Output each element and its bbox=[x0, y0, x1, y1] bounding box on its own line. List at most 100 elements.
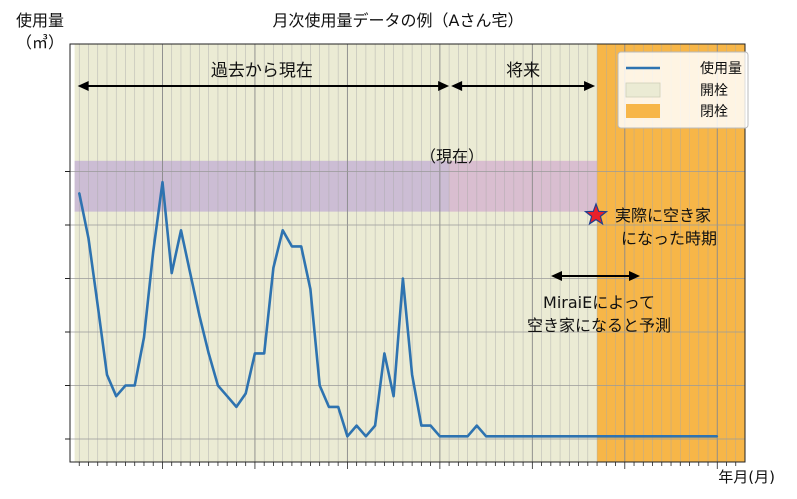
y-axis-label-line: （㎥） bbox=[16, 33, 64, 52]
data-point bbox=[475, 424, 478, 427]
arrow-future-head-right bbox=[584, 81, 596, 91]
data-point bbox=[217, 384, 219, 387]
plot-frame bbox=[69, 43, 746, 463]
y-axis-label: 使用量 （㎥） bbox=[16, 11, 64, 52]
legend-label-open: 開栓 bbox=[700, 83, 728, 99]
data-point bbox=[235, 406, 238, 408]
data-point bbox=[152, 250, 155, 253]
data-point bbox=[586, 435, 589, 438]
arrow-prediction-head-left bbox=[551, 271, 562, 281]
legend-label-usage: 使用量 bbox=[700, 60, 742, 77]
data-point bbox=[355, 424, 358, 427]
x-axis-label: 年月(月) bbox=[718, 468, 775, 486]
annotation-prediction-line1: MiraiEによって bbox=[543, 293, 655, 312]
data-point bbox=[466, 435, 469, 438]
chart-title: 月次使用量データの例（Aさん宅） bbox=[273, 11, 524, 30]
data-point bbox=[318, 384, 321, 387]
series-line-usage bbox=[77, 180, 718, 438]
data-point bbox=[697, 435, 700, 438]
data-point bbox=[688, 435, 691, 438]
data-point bbox=[124, 384, 127, 387]
data-point bbox=[309, 288, 312, 291]
data-point bbox=[328, 406, 330, 408]
data-point bbox=[651, 435, 654, 438]
band-past-to-present bbox=[74, 160, 450, 212]
data-point bbox=[96, 304, 99, 307]
data-point bbox=[180, 229, 182, 232]
star-icon bbox=[583, 202, 609, 226]
data-point bbox=[568, 435, 571, 438]
data-point bbox=[78, 192, 81, 194]
data-point bbox=[161, 181, 164, 184]
annotation-prediction-line2: 空き家になると予測 bbox=[527, 316, 671, 335]
y-axis-label-line: 使用量 bbox=[16, 11, 64, 30]
data-point bbox=[660, 435, 663, 438]
data-point bbox=[605, 435, 608, 438]
band-label-future: 将来 bbox=[506, 61, 540, 81]
data-point bbox=[531, 435, 534, 438]
data-point bbox=[272, 266, 275, 269]
data-point bbox=[374, 424, 377, 427]
data-point bbox=[679, 435, 682, 438]
data-point bbox=[512, 435, 515, 438]
data-point bbox=[623, 435, 626, 438]
legend-swatch-open bbox=[625, 82, 661, 98]
arrow-past-to-present-head-left bbox=[77, 81, 89, 91]
annotation-vacancy-line2: になった時期 bbox=[621, 229, 717, 248]
data-point bbox=[559, 435, 561, 438]
data-point bbox=[494, 435, 497, 438]
data-point bbox=[392, 395, 395, 398]
data-point bbox=[522, 435, 524, 438]
data-point bbox=[642, 435, 645, 438]
data-point bbox=[133, 384, 136, 387]
legend-label-closed: 閉栓 bbox=[700, 104, 728, 120]
data-point bbox=[291, 245, 293, 248]
data-point bbox=[226, 395, 229, 398]
data-point bbox=[207, 352, 210, 355]
data-point bbox=[198, 315, 201, 317]
data-point bbox=[614, 435, 617, 438]
data-point bbox=[383, 352, 386, 355]
arrow-past-to-present-head-right bbox=[438, 81, 450, 91]
data-point bbox=[485, 435, 487, 438]
data-point bbox=[411, 373, 414, 376]
data-point bbox=[106, 373, 108, 376]
data-point bbox=[364, 435, 367, 438]
data-point bbox=[448, 435, 451, 438]
data-point bbox=[503, 435, 506, 438]
data-point bbox=[300, 245, 303, 248]
annotation-vacancy-line1: 実際に空き家 bbox=[615, 206, 711, 225]
data-point bbox=[115, 395, 118, 398]
data-point bbox=[244, 392, 247, 395]
data-point bbox=[438, 435, 441, 438]
data-point bbox=[263, 352, 266, 355]
data-point bbox=[596, 435, 598, 438]
data-point bbox=[457, 435, 460, 438]
legend-swatch-closed bbox=[626, 104, 660, 118]
data-point bbox=[670, 435, 672, 438]
data-point bbox=[189, 272, 192, 275]
data-point bbox=[540, 435, 543, 438]
data-point bbox=[633, 435, 635, 438]
data-point bbox=[707, 435, 709, 438]
data-point bbox=[346, 435, 349, 438]
data-point bbox=[281, 229, 284, 232]
data-point bbox=[401, 277, 404, 280]
data-point bbox=[337, 406, 340, 408]
data-point bbox=[143, 336, 145, 339]
arrow-future-head-left bbox=[451, 81, 463, 91]
data-point bbox=[549, 435, 552, 438]
data-point bbox=[254, 352, 256, 355]
arrow-prediction-head-right bbox=[629, 271, 640, 281]
band-label-past-to-present: 過去から現在 bbox=[211, 61, 313, 81]
data-point bbox=[716, 435, 719, 438]
data-point bbox=[170, 272, 173, 275]
data-point bbox=[577, 435, 580, 438]
data-point bbox=[429, 424, 432, 427]
data-point bbox=[420, 424, 423, 427]
annotation-current: （現在） bbox=[420, 147, 484, 166]
data-point bbox=[87, 237, 90, 240]
